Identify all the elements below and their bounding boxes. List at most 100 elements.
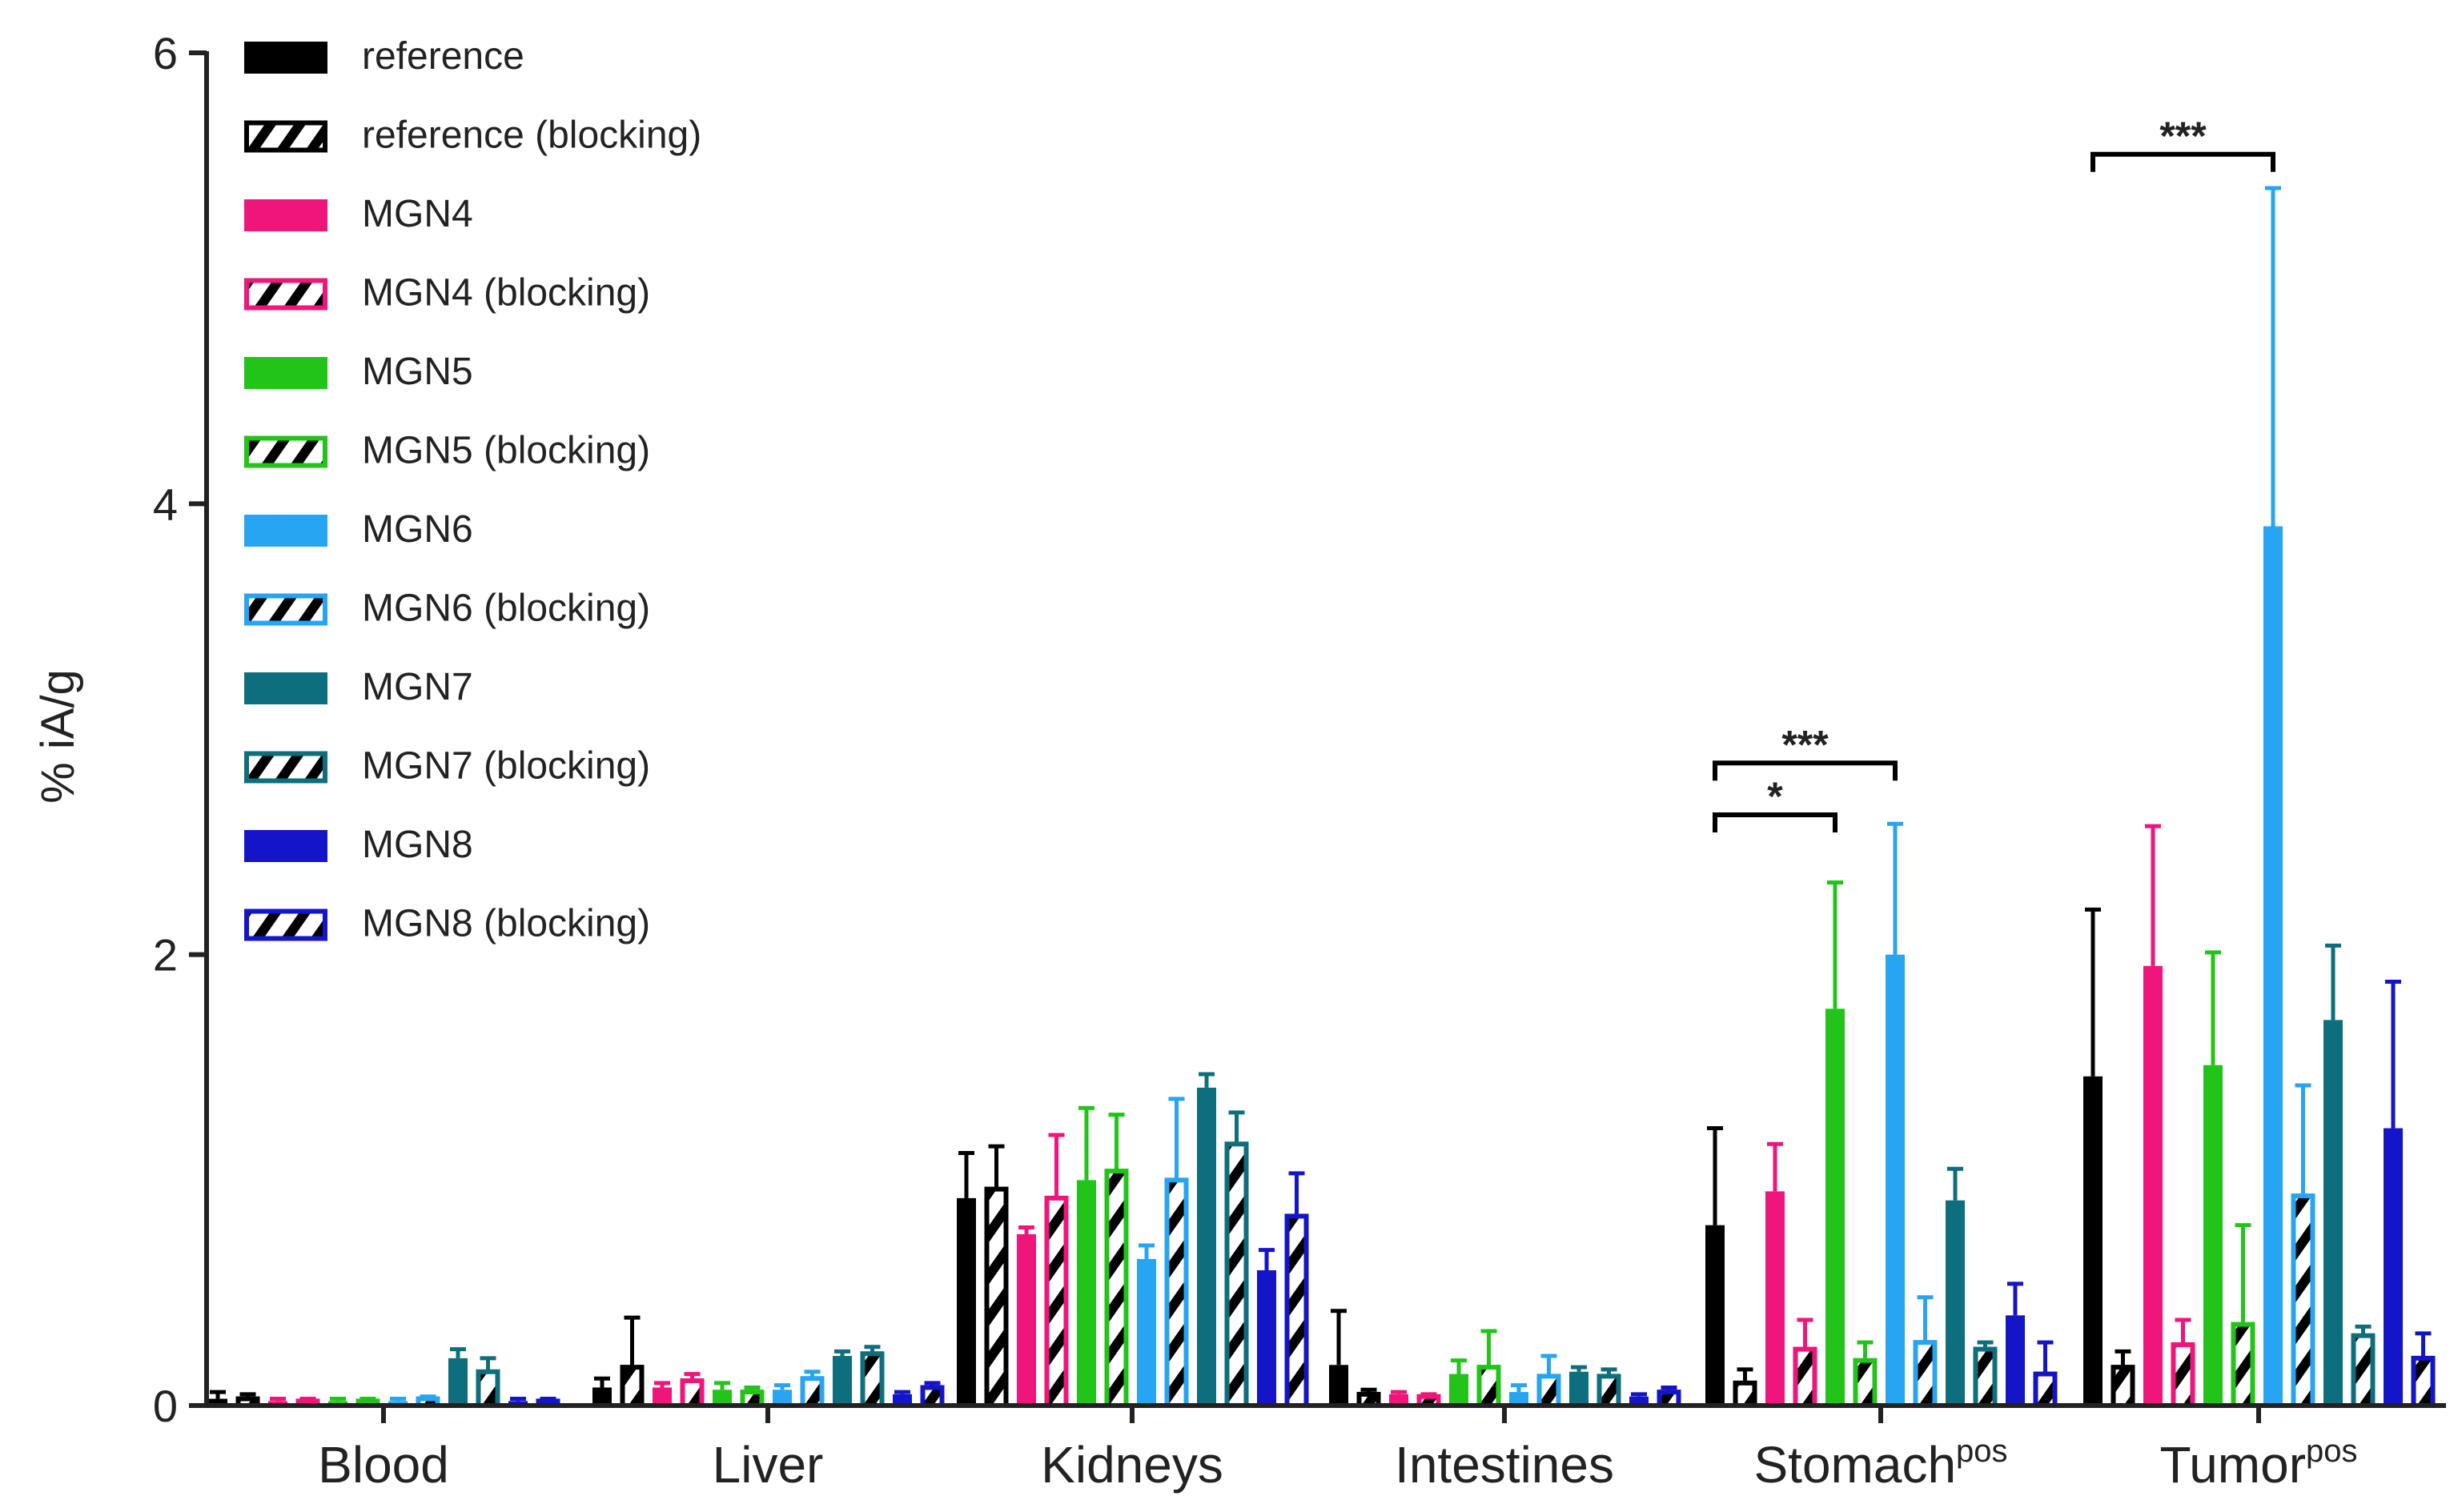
legend-swatch <box>244 435 327 468</box>
significance-bracket: * <box>1713 774 1837 833</box>
bar <box>984 1186 1009 1408</box>
bar <box>2323 1020 2343 1406</box>
bar <box>2291 1193 2315 1409</box>
legend-label: MGN4 <box>362 193 473 235</box>
y-tick-label: 4 <box>153 479 178 529</box>
bar <box>1224 1141 1249 1409</box>
bar <box>1569 1371 1588 1406</box>
bar <box>1104 1169 1129 1408</box>
legend: reference reference (blocking) MGN4 MGN4 (b… <box>244 35 701 945</box>
bar <box>1596 1374 1621 1408</box>
bar <box>1913 1340 1938 1408</box>
bar <box>2203 1065 2223 1406</box>
bar <box>800 1376 825 1408</box>
legend-swatch <box>244 908 327 941</box>
bar <box>833 1356 852 1406</box>
legend-label: MGN6 <box>362 508 473 551</box>
legend-label: MGN5 (blocking) <box>362 430 650 472</box>
legend-swatch <box>244 593 327 626</box>
bar <box>1973 1346 1998 1409</box>
bar <box>620 1365 645 1409</box>
bar <box>1164 1177 1189 1409</box>
bar <box>448 1358 468 1406</box>
axes: 0 2 4 6 Blood Liver Kidneys Intestines Stomachpo… <box>153 28 2446 1494</box>
legend-swatch <box>244 42 327 74</box>
x-tick-label: Kidneys <box>1041 1436 1223 1494</box>
bar <box>2111 1365 2135 1409</box>
bar <box>713 1390 732 1406</box>
legend-item: MGN4 (blocking) <box>244 272 650 315</box>
bar <box>2384 1128 2403 1406</box>
legend-swatch <box>244 199 327 231</box>
bar <box>1077 1180 1096 1406</box>
bar <box>1389 1394 1408 1406</box>
legend-label: reference <box>362 35 524 78</box>
legend-item: MGN6 <box>244 508 473 551</box>
legend-item: MGN8 <box>244 824 473 866</box>
y-tick-label: 0 <box>153 1381 178 1431</box>
bar <box>2006 1315 2025 1406</box>
legend-swatch <box>244 672 327 704</box>
legend-label: MGN7 <box>362 666 473 708</box>
bar <box>1853 1358 1878 1408</box>
legend-swatch <box>244 278 327 311</box>
legend-label: MGN4 (blocking) <box>362 272 650 315</box>
legend-label: MGN6 (blocking) <box>362 588 650 630</box>
bar <box>1017 1233 1036 1406</box>
significance-label: *** <box>2159 114 2207 158</box>
significance-bracket: *** <box>2091 114 2275 172</box>
legend-item: MGN7 (blocking) <box>244 745 650 788</box>
bar <box>1946 1200 1965 1406</box>
bar <box>2171 1342 2195 1408</box>
bar <box>860 1351 885 1409</box>
bar <box>1886 954 1905 1406</box>
x-tick-label: Blood <box>318 1436 449 1494</box>
bar <box>1509 1392 1528 1406</box>
bar <box>1733 1380 1757 1409</box>
bar <box>1044 1195 1069 1409</box>
x-tick-label: Intestines <box>1395 1436 1614 1494</box>
bar <box>2143 965 2163 1406</box>
bar <box>1536 1374 1561 1408</box>
bars <box>208 186 2436 1409</box>
y-tick-label: 6 <box>153 28 178 78</box>
bar <box>208 1398 227 1406</box>
legend-swatch <box>244 751 327 784</box>
bar <box>1197 1087 1216 1406</box>
bracket-line <box>1713 812 1837 833</box>
significance-label: * <box>1767 774 1783 819</box>
bar <box>1449 1374 1468 1406</box>
bar <box>1793 1346 1817 1409</box>
bar <box>1284 1213 1309 1409</box>
bar <box>893 1394 912 1406</box>
legend-label: MGN8 (blocking) <box>362 903 650 945</box>
bar <box>2351 1333 2376 1409</box>
legend-item: MGN5 <box>244 351 473 393</box>
bar <box>592 1387 612 1406</box>
bar <box>680 1378 705 1409</box>
legend-item: MGN4 <box>244 193 473 235</box>
bar <box>1329 1365 1348 1406</box>
bar <box>2231 1321 2255 1408</box>
y-axis-label: % iA/g <box>32 669 84 804</box>
bar <box>2083 1076 2103 1406</box>
bar <box>773 1390 792 1406</box>
legend-item: reference <box>244 35 524 78</box>
legend-item: MGN5 (blocking) <box>244 430 650 472</box>
bar <box>1257 1270 1276 1406</box>
bar <box>1765 1191 1785 1406</box>
bar <box>2263 526 2283 1406</box>
x-tick-label: Tumorpos <box>2159 1434 2357 1494</box>
y-tick-label: 2 <box>153 930 178 981</box>
significance-bracket: *** <box>1713 722 1898 781</box>
legend-label: MGN8 <box>362 824 473 866</box>
legend-swatch <box>244 830 327 862</box>
bar <box>1705 1225 1725 1406</box>
bar <box>920 1385 945 1409</box>
bar <box>1137 1258 1156 1406</box>
x-tick-label: Liver <box>713 1436 824 1494</box>
legend-item: MGN7 <box>244 666 473 708</box>
legend-label: reference (blocking) <box>362 114 701 157</box>
x-tick-label: Stomachpos <box>1753 1434 2007 1494</box>
